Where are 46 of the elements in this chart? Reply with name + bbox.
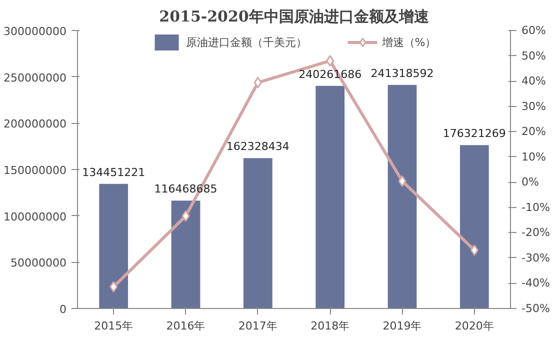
bar <box>171 200 200 308</box>
y2-tick-label: -30% <box>522 251 550 264</box>
point <box>470 244 478 256</box>
legend-label: 原油进口金额（千美元） <box>186 34 307 50</box>
data-label: 176321269 <box>442 127 506 140</box>
point <box>110 281 118 293</box>
point <box>398 175 406 187</box>
x-tick-label: 2018年 <box>310 320 350 332</box>
bar <box>460 145 489 308</box>
x-tick-label: 2016年 <box>166 320 206 332</box>
point <box>254 76 262 88</box>
x-tick-label: 2020年 <box>454 320 494 332</box>
x-tick-label: 2019年 <box>382 320 422 332</box>
data-label: 162328434 <box>226 140 290 154</box>
y2-tick-label: 60% <box>522 24 546 37</box>
x-tick-label: 2015年 <box>94 320 134 332</box>
data-label: 116468685 <box>154 182 218 196</box>
chart-title: 2015-2020年中国原油进口金额及增速 <box>159 8 430 26</box>
y2-tick-label: -50% <box>522 302 550 315</box>
y-tick-label: 300000000 <box>4 25 67 38</box>
data-label: 134451221 <box>82 166 146 179</box>
y2-tick-label: -10% <box>522 200 550 214</box>
y-tick-label: 0 <box>60 303 66 316</box>
bar <box>316 86 345 308</box>
point <box>326 55 334 67</box>
y-tick-label: 200000000 <box>4 118 67 131</box>
bar <box>99 184 128 308</box>
bar <box>243 158 272 308</box>
y2-tick-label: -40% <box>522 276 550 290</box>
point <box>182 210 190 222</box>
y2-tick-label: 10% <box>522 150 546 164</box>
y-tick-label: 50000000 <box>10 256 67 270</box>
legend-label: 增速（%） <box>382 34 436 50</box>
y2-tick-label: 0% <box>522 176 539 189</box>
x-tick-label: 2017年 <box>238 320 278 332</box>
y-tick-label: 250000000 <box>4 71 67 84</box>
y-tick-label: 150000000 <box>4 164 67 177</box>
data-label: 241318592 <box>370 66 434 80</box>
y2-tick-label: 50% <box>522 49 546 62</box>
data-label: 240261686 <box>298 68 362 81</box>
y2-tick-label: -20% <box>522 226 550 240</box>
bar <box>388 84 417 308</box>
y2-tick-label: 20% <box>522 125 546 138</box>
y2-tick-label: 30% <box>522 100 546 113</box>
y-tick-label: 100000000 <box>4 210 67 224</box>
y2-tick-label: 40% <box>522 74 546 88</box>
